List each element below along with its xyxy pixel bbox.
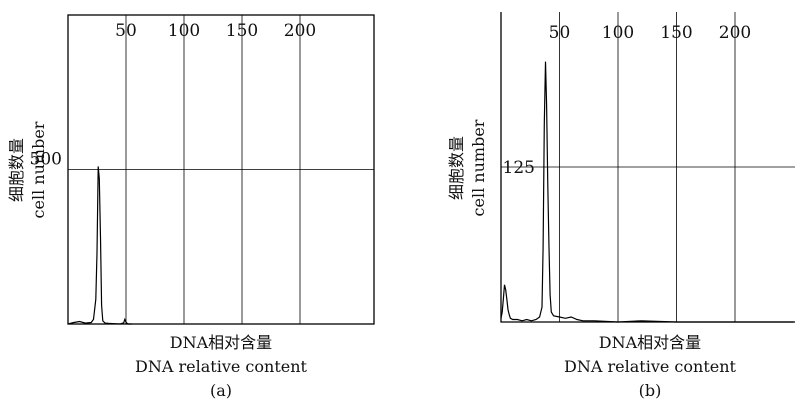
gridlines-b [501, 12, 795, 322]
x-tick-label-b-50: 50 [549, 23, 571, 43]
x-axis-title-cn-a: DNA相对含量 [170, 333, 272, 352]
x-tick-label-a-100: 100 [168, 21, 200, 41]
y-axis-title-b: 细胞数量 cell number [447, 119, 488, 216]
x-axis-title-en-a: DNA relative content [135, 357, 307, 376]
y-axis-title-cn-a: 细胞数量 [7, 138, 26, 202]
panel-label-b: (b) [639, 381, 662, 400]
tick-labels-b: 50 100 150 200 125 [503, 23, 752, 178]
y-axis-title-cn-b: 细胞数量 [447, 136, 466, 200]
x-axis-title-cn-b: DNA相对含量 [599, 333, 701, 352]
histogram-curve-a [67, 166, 132, 325]
y-axis-title-a: 细胞数量 cell number [7, 121, 48, 218]
panel-label-a: (a) [210, 381, 232, 400]
x-tick-label-b-150: 150 [660, 23, 692, 43]
gridlines-a [68, 15, 374, 324]
x-tick-label-b-200: 200 [719, 23, 751, 43]
x-tick-label-a-200: 200 [284, 21, 316, 41]
y-axis-title-en-a: cell number [29, 121, 48, 218]
x-tick-label-a-150: 150 [226, 21, 258, 41]
y-tick-label-b-125: 125 [503, 158, 535, 178]
x-axis-title-en-b: DNA relative content [564, 357, 736, 376]
tick-labels-a: 50 100 150 200 500 [30, 21, 317, 170]
x-tick-label-a-50: 50 [115, 21, 137, 41]
y-axis-title-en-b: cell number [469, 119, 488, 216]
y-tick-label-a-500: 500 [30, 150, 62, 170]
x-tick-label-b-100: 100 [602, 23, 634, 43]
histogram-curve-b [500, 61, 794, 323]
